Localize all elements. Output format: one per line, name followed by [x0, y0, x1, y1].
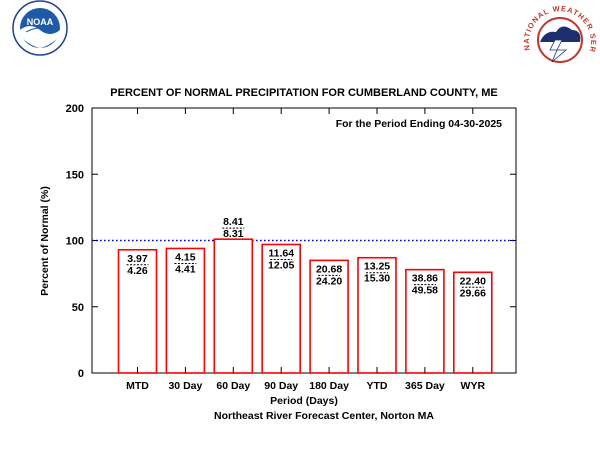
bar: [357, 256, 397, 374]
footer-credit: Northeast River Forecast Center, Norton …: [214, 410, 434, 422]
y-tick-label: 200: [66, 103, 84, 115]
normal-label: 12.05: [268, 259, 294, 271]
normal-label: 49.58: [412, 285, 438, 297]
bar: [261, 243, 302, 374]
normal-label: 24.20: [316, 275, 342, 287]
y-tick-label: 100: [66, 236, 84, 248]
normal-label: 29.66: [460, 287, 486, 299]
chart-title: PERCENT OF NORMAL PRECIPITATION FOR CUMB…: [110, 87, 497, 99]
noaa-logo-text: NOAA: [27, 17, 54, 27]
x-tick-label: WYR: [461, 380, 486, 392]
observed-label: 20.68: [316, 263, 342, 275]
x-tick-label: 30 Day: [168, 380, 202, 392]
observed-label: 22.40: [460, 275, 486, 287]
observed-label: 38.86: [412, 273, 438, 285]
chart-subtitle: For the Period Ending 04-30-2025: [336, 118, 502, 130]
y-tick-label: 50: [72, 302, 84, 314]
y-axis-label: Percent of Normal (%): [39, 186, 51, 296]
bar: [452, 271, 493, 374]
nws-logo-ring-text: NATIONAL WEATHER SERVICE: [0, 0, 598, 54]
normal-label: 8.31: [223, 228, 244, 240]
normal-label: 4.26: [127, 265, 148, 277]
y-axis: 0 50 100 150 200: [66, 103, 516, 380]
bar: [213, 238, 254, 374]
x-tick-label: YTD: [367, 380, 388, 392]
noaa-logo: NOAA: [12, 0, 68, 56]
x-tick-label: 60 Day: [216, 380, 250, 392]
observed-label: 3.97: [127, 253, 148, 265]
y-tick-label: 150: [66, 169, 84, 181]
observed-label: 11.64: [268, 247, 294, 259]
normal-label: 15.30: [364, 273, 390, 285]
x-axis: MTD 30 Day 60 Day 90 Day 180 Day YTD 365 Day WY…: [126, 108, 485, 392]
observed-label: 13.25: [364, 261, 390, 273]
x-tick-label: 365 Day: [405, 380, 445, 392]
x-tick-label: 180 Day: [309, 380, 349, 392]
observed-label: 8.41: [223, 216, 244, 228]
bar: [309, 259, 349, 374]
x-axis-label: Period (Days): [270, 395, 338, 407]
x-tick-label: MTD: [126, 380, 149, 392]
normal-label: 4.41: [175, 263, 196, 275]
y-tick-label: 0: [78, 368, 84, 380]
x-tick-label: 90 Day: [264, 380, 298, 392]
observed-label: 4.15: [175, 251, 196, 263]
bar: [117, 248, 158, 374]
nws-logo: NATIONAL WEATHER SERVICE: [0, 0, 598, 77]
